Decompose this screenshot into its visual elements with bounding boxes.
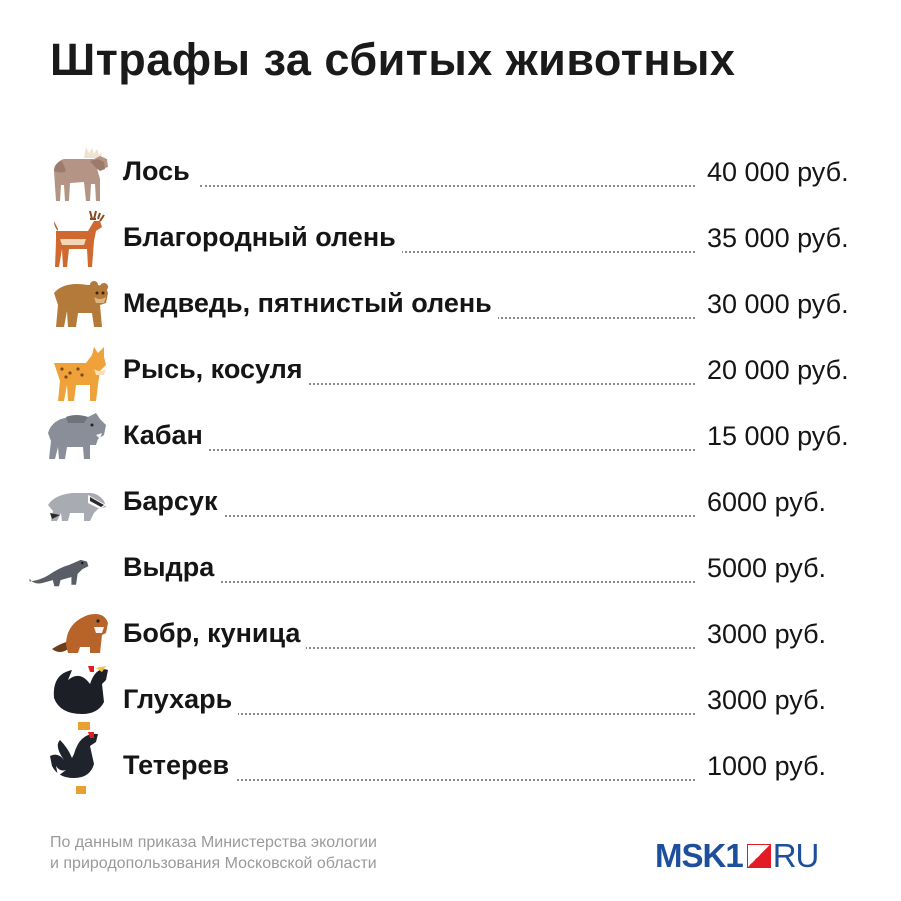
list-item: Глухарь 3000 руб. — [0, 666, 901, 734]
dotted-leader — [200, 383, 695, 385]
fine-amount: 20 000 руб. — [707, 355, 849, 386]
source-note: По данным приказа Министерства экологии … — [50, 832, 490, 874]
dotted-leader — [200, 647, 695, 649]
list-item: Рысь, косуля 20 000 руб. — [0, 338, 901, 404]
dotted-leader — [200, 185, 695, 187]
dotted-leader — [200, 713, 695, 715]
animal-name: Рысь, косуля — [123, 354, 309, 385]
list-item: Кабан 15 000 руб. — [0, 404, 901, 470]
animal-name: Бобр, куница — [123, 618, 307, 649]
boar-icon — [46, 407, 108, 469]
dotted-leader — [200, 779, 695, 781]
fine-amount: 1000 руб. — [707, 751, 827, 782]
animal-name: Лось — [123, 156, 196, 187]
list-item: Медведь, пятнистый олень 30 000 руб. — [0, 272, 901, 338]
badger-icon — [46, 473, 108, 535]
fine-amount: 15 000 руб. — [707, 421, 849, 452]
fine-amount: 6000 руб. — [707, 487, 827, 518]
fine-amount: 5000 руб. — [707, 553, 827, 584]
msk1-logo[interactable]: MSK1 RU — [655, 838, 865, 874]
animal-name: Благородный олень — [123, 222, 402, 253]
page-title: Штрафы за сбитых животных — [50, 34, 736, 85]
dotted-leader — [200, 515, 695, 517]
logo-square-icon — [746, 844, 771, 868]
animal-name: Кабан — [123, 420, 209, 451]
animal-name: Барсук — [123, 486, 224, 517]
fine-amount: 35 000 руб. — [707, 223, 849, 254]
otter-icon — [28, 539, 90, 601]
animal-name: Тетерев — [123, 750, 236, 781]
dotted-leader — [200, 449, 695, 451]
list-item: Барсук 6000 руб. — [0, 470, 901, 536]
list-item: Выдра 5000 руб. — [0, 536, 901, 602]
list-item: Лось 40 000 руб. — [0, 140, 901, 206]
list-item: Тетерев 1000 руб. — [0, 732, 901, 800]
moose-icon — [50, 143, 112, 205]
logo-brand: MSK1 — [655, 837, 744, 874]
animal-name: Глухарь — [123, 684, 239, 715]
lynx-icon — [50, 341, 112, 403]
black-grouse-icon — [46, 726, 108, 798]
source-note-line: и природопользования Московской области — [50, 855, 377, 872]
logo-tld: RU — [772, 837, 820, 874]
animal-name: Медведь, пятнистый олень — [123, 288, 498, 319]
bear-icon — [50, 275, 112, 337]
beaver-icon — [50, 605, 112, 667]
red-deer-icon — [50, 209, 112, 271]
list-item: Благородный олень 35 000 руб. — [0, 206, 901, 272]
capercaillie-icon — [50, 662, 112, 734]
fine-amount: 30 000 руб. — [707, 289, 849, 320]
fine-amount: 40 000 руб. — [707, 157, 849, 188]
fine-amount: 3000 руб. — [707, 619, 827, 650]
dotted-leader — [200, 581, 695, 583]
source-note-line: По данным приказа Министерства экологии — [50, 834, 377, 851]
fine-amount: 3000 руб. — [707, 685, 827, 716]
animal-name: Выдра — [123, 552, 221, 583]
list-item: Бобр, куница 3000 руб. — [0, 602, 901, 668]
dotted-leader — [200, 251, 695, 253]
